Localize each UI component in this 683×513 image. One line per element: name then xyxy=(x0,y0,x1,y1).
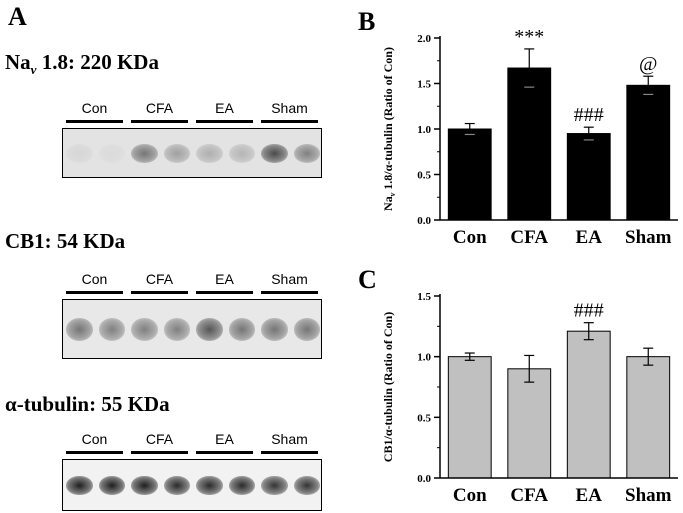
chart-b: B Nav 1.8/α-tubulin (Ratio of Con) 0.0 0.5 1… xyxy=(358,7,678,248)
x-tick-label: EA xyxy=(576,485,603,506)
bar-sham xyxy=(626,356,671,479)
blot-band xyxy=(293,318,320,341)
y-tick-label: 1.5 xyxy=(417,291,431,303)
lane-label-cfa: CFA xyxy=(145,100,174,116)
lane-bar-sham xyxy=(261,120,318,123)
x-tick-label: EA xyxy=(576,227,603,248)
blot-band xyxy=(131,318,158,341)
bar-con xyxy=(447,128,492,221)
lane-label-con: Con xyxy=(81,271,108,287)
lane-bar-con xyxy=(66,120,123,123)
blot-band xyxy=(293,475,320,496)
blot-membrane xyxy=(62,459,322,511)
blot-band xyxy=(66,475,93,496)
lane-label-sham: Sham xyxy=(271,100,308,116)
lane-bar-ea xyxy=(196,291,253,294)
blot-band xyxy=(228,144,255,163)
y-tick-label: 0.0 xyxy=(417,215,431,227)
lane-label-con: Con xyxy=(81,431,108,447)
blot-membrane xyxy=(62,299,322,359)
blot-band xyxy=(196,318,223,341)
blot-membrane xyxy=(62,128,322,178)
blot-band xyxy=(131,475,158,496)
y-axis-label: Nav 1.8/α-tubulin (Ratio of Con) xyxy=(381,47,397,211)
blot-band xyxy=(131,144,158,163)
blot-band xyxy=(66,144,93,163)
x-tick-label: Con xyxy=(453,227,487,248)
lane-bar-cfa xyxy=(131,120,188,123)
x-tick-label: CFA xyxy=(510,227,548,248)
chart-c: C CB1/α-tubulin (Ratio of Con) 0.0 0.5 1.0 1.… xyxy=(358,265,678,506)
nav18-blot-title: Nav 1.8: 220 KDa xyxy=(5,50,159,78)
lane-label-sham: Sham xyxy=(271,271,308,287)
lane-bar-ea xyxy=(196,451,253,454)
y-tick-label: 1.0 xyxy=(417,124,431,136)
blot-band xyxy=(261,475,288,496)
y-axis-label: CB1/α-tubulin (Ratio of Con) xyxy=(381,312,395,462)
lane-bar-cfa xyxy=(131,291,188,294)
significance-mark: @ xyxy=(639,53,657,75)
cb1-blot-title: CB1: 54 KDa xyxy=(5,229,126,253)
lane-label-con: Con xyxy=(81,100,108,116)
bar-cfa xyxy=(507,67,552,221)
lane-label-ea: EA xyxy=(215,271,234,287)
y-tick-label: 1.5 xyxy=(417,79,431,91)
y-tick-label: 0.0 xyxy=(417,473,431,485)
blot-band xyxy=(163,318,190,341)
tubulin-blot-title: α-tubulin: 55 KDa xyxy=(5,392,170,416)
lane-label-cfa: CFA xyxy=(145,271,174,287)
lane-label-sham: Sham xyxy=(271,431,308,447)
blot-band xyxy=(196,144,223,163)
nav18-blot: Con CFA EA Sham xyxy=(62,100,322,178)
lane-bar-sham xyxy=(261,291,318,294)
x-tick-label: Sham xyxy=(625,227,672,248)
lane-bar-con xyxy=(66,291,123,294)
y-tick-label: 0.5 xyxy=(417,412,431,424)
blot-band xyxy=(261,144,288,163)
blot-band xyxy=(163,144,190,163)
lane-label-ea: EA xyxy=(215,431,234,447)
tubulin-blot: Con CFA EA Sham xyxy=(62,431,322,511)
bar-ea xyxy=(566,133,611,221)
bar-con xyxy=(447,356,492,479)
panel-letter-c: C xyxy=(358,265,377,294)
blot-band xyxy=(261,318,288,341)
cb1-blot: Con CFA EA Sham xyxy=(62,271,322,359)
bar-ea xyxy=(566,330,611,479)
blot-band xyxy=(228,475,255,496)
blot-band xyxy=(228,318,255,341)
blot-band xyxy=(163,475,190,496)
lane-bar-sham xyxy=(261,451,318,454)
x-tick-label: Sham xyxy=(625,485,672,506)
y-tick-label: 0.5 xyxy=(417,170,431,182)
lane-bar-ea xyxy=(196,120,253,123)
blot-band xyxy=(98,318,125,341)
lane-label-ea: EA xyxy=(215,100,234,116)
bar-cfa xyxy=(507,368,552,479)
blot-band xyxy=(98,475,125,496)
y-tick-label: 2.0 xyxy=(417,33,431,45)
significance-mark: *** xyxy=(514,26,544,48)
panel-letter-b: B xyxy=(358,7,375,36)
lane-bar-con xyxy=(66,451,123,454)
x-tick-label: CFA xyxy=(510,485,548,506)
blot-band xyxy=(293,144,320,163)
y-tick-label: 1.0 xyxy=(417,352,431,364)
blot-band xyxy=(98,144,125,163)
panel-a-letter: A xyxy=(8,2,27,31)
blot-band xyxy=(196,475,223,496)
lane-bar-cfa xyxy=(131,451,188,454)
significance-mark: ### xyxy=(574,300,604,322)
blot-band xyxy=(66,318,93,341)
bar-sham xyxy=(626,84,671,221)
significance-mark: ### xyxy=(574,104,604,126)
x-tick-label: Con xyxy=(453,485,487,506)
lane-label-cfa: CFA xyxy=(145,431,174,447)
